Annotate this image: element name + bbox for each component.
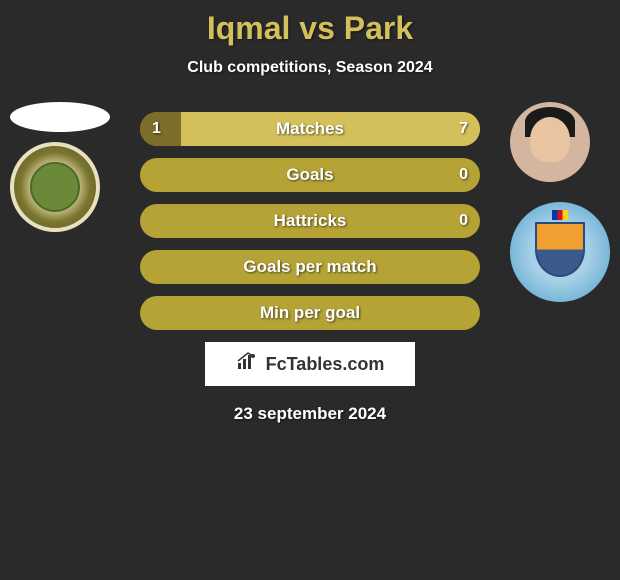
stat-label: Matches <box>140 119 480 139</box>
badge-flag-icon <box>552 210 568 220</box>
stat-label: Min per goal <box>140 303 480 323</box>
stat-right-value: 0 <box>459 212 468 230</box>
player-right-column <box>510 102 610 302</box>
stats-area: 1 Matches 7 Goals 0 Hattricks 0 Goals pe… <box>0 112 620 330</box>
stat-row-min-per-goal: Min per goal <box>140 296 480 330</box>
footer-date: 23 september 2024 <box>0 404 620 424</box>
player-left-column <box>10 102 110 232</box>
stat-right-value: 7 <box>459 120 468 138</box>
avatar-face-icon <box>530 117 570 162</box>
player-right-club-badge <box>510 202 610 302</box>
badge-shield-icon <box>535 222 585 277</box>
stat-label: Goals per match <box>140 257 480 277</box>
stat-row-hattricks: Hattricks 0 <box>140 204 480 238</box>
player-left-club-badge <box>10 142 100 232</box>
stat-label: Hattricks <box>140 211 480 231</box>
footer-brand-logo[interactable]: FcTables.com <box>205 342 415 386</box>
stat-row-matches: 1 Matches 7 <box>140 112 480 146</box>
player-right-avatar <box>510 102 590 182</box>
stat-label: Goals <box>140 165 480 185</box>
footer-brand-text: FcTables.com <box>266 354 385 375</box>
stat-row-goals: Goals 0 <box>140 158 480 192</box>
player-left-avatar <box>10 102 110 132</box>
stat-right-value: 0 <box>459 166 468 184</box>
stat-row-goals-per-match: Goals per match <box>140 250 480 284</box>
badge-inner-icon <box>30 162 80 212</box>
page-title: Iqmal vs Park <box>0 0 620 47</box>
stat-bars-container: 1 Matches 7 Goals 0 Hattricks 0 Goals pe… <box>140 112 480 330</box>
subtitle: Club competitions, Season 2024 <box>0 59 620 77</box>
chart-icon <box>236 351 260 377</box>
